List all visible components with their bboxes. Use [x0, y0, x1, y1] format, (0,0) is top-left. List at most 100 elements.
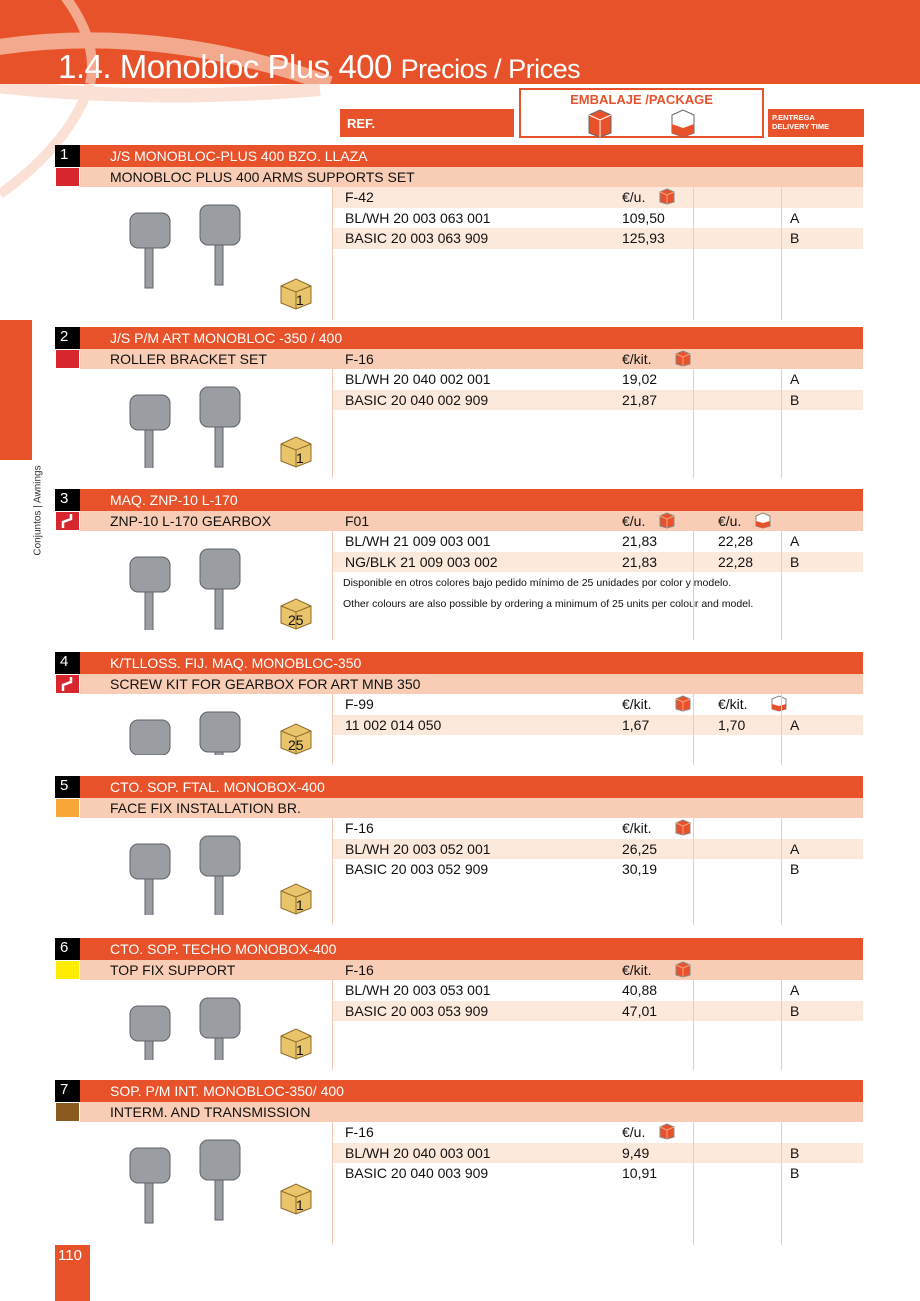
cell-d: B — [790, 553, 800, 570]
package-quantity: 1 — [296, 1042, 304, 1058]
section-number: 3 — [55, 489, 80, 511]
cell-ref: BL/WH 20 040 002 001 — [345, 371, 491, 387]
cell-p1: 47,01 — [622, 1002, 658, 1019]
cell-p1: 109,50 — [622, 209, 665, 226]
column-divider — [693, 187, 694, 320]
table-row: BL/WH 20 003 052 001 26,25 A — [332, 838, 863, 859]
color-swatch — [55, 798, 80, 818]
availability-note: Disponible en otros colores bajo pedido … — [343, 577, 732, 589]
column-divider — [781, 531, 782, 640]
table-row: BL/WH 20 003 053 001 40,88 A — [332, 980, 863, 1001]
cell-d: B — [790, 1144, 800, 1161]
section-title: CTO. SOP. TECHO MONOBOX-400 — [80, 938, 863, 960]
section-subtitle: INTERM. AND TRANSMISSION — [110, 1104, 311, 1120]
table-row: BASIC 20 003 053 909 47,01 B — [332, 1000, 863, 1021]
cell-p1: €/u. — [622, 513, 646, 529]
cell-d: B — [790, 1002, 800, 1019]
product-image — [100, 824, 280, 920]
section-subtitle: ZNP-10 L-170 GEARBOX — [110, 513, 272, 529]
section-number: 4 — [55, 652, 80, 674]
box-closed-icon — [588, 109, 612, 137]
box-closed-icon — [280, 1183, 312, 1215]
table-row: BASIC 20 003 052 909 30,19 B — [332, 859, 863, 880]
cell-p1: 21,83 — [622, 553, 658, 570]
cell-p1: 1,67 — [622, 716, 650, 733]
cell-ref: BASIC 20 040 002 909 — [345, 391, 489, 408]
cell-ref: BASIC 20 003 063 909 — [345, 230, 489, 246]
cell-d: A — [790, 533, 800, 549]
table-row: BL/WH 20 003 063 001 109,50 A — [332, 208, 863, 229]
cell-ref: F-42 — [345, 189, 374, 205]
section-subtitle: MONOBLOC PLUS 400 ARMS SUPPORTS SET — [110, 169, 415, 185]
cell-ref: BASIC 20 003 052 909 — [345, 861, 489, 877]
column-divider — [781, 818, 782, 925]
package-quantity: 25 — [288, 737, 304, 753]
table-row: BASIC 20 040 003 909 10,91 B — [332, 1163, 863, 1184]
cell-p1: 125,93 — [622, 230, 665, 246]
cell-p1: 26,25 — [622, 840, 658, 857]
table-row: BASIC 20 040 002 909 21,87 B — [332, 389, 863, 410]
color-swatch — [55, 960, 80, 980]
box-closed-icon — [675, 961, 691, 978]
box-open-icon — [671, 109, 695, 137]
package-quantity: 1 — [296, 1197, 304, 1213]
decorative-swoosh — [0, 84, 321, 199]
cell-p2: 22,28 — [718, 553, 754, 570]
section-subtitle: FACE FIX INSTALLATION BR. — [110, 800, 301, 816]
section-subtitle-row: MONOBLOC PLUS 400 ARMS SUPPORTS SET — [80, 167, 863, 187]
cell-p2: €/kit. — [718, 696, 748, 712]
column-divider — [693, 818, 694, 925]
subtitle-ref-cells: F01 €/u. €/u. — [332, 511, 863, 531]
column-divider — [332, 531, 333, 640]
table-row: BL/WH 20 040 003 001 9,49 B — [332, 1142, 863, 1163]
box-closed-icon — [280, 1028, 312, 1060]
package-quantity-box: 1 — [280, 278, 312, 310]
subtitle-ref-cells — [332, 1102, 863, 1122]
cell-ref: NG/BLK 21 009 003 002 — [345, 553, 498, 570]
cell-p1: 10,91 — [622, 1165, 658, 1181]
package-quantity-box: 1 — [280, 1183, 312, 1215]
column-divider — [781, 980, 782, 1070]
box-closed-icon — [659, 1123, 675, 1140]
column-divider — [332, 694, 333, 765]
table-row: F-16 €/kit. — [332, 818, 863, 839]
product-image — [100, 193, 280, 310]
section-title: CTO. SOP. FTAL. MONOBOX-400 — [80, 776, 863, 798]
column-divider — [781, 1122, 782, 1245]
box-closed-icon — [280, 436, 312, 468]
column-divider — [332, 980, 333, 1070]
cell-ref: BASIC 20 040 003 909 — [345, 1165, 489, 1181]
package-quantity-box: 1 — [280, 1028, 312, 1060]
cell-d: B — [790, 391, 800, 408]
package-quantity-box: 25 — [280, 723, 312, 755]
section-number: 6 — [55, 938, 80, 960]
cell-ref: F01 — [345, 513, 370, 529]
cell-d: A — [790, 371, 800, 387]
column-divider — [693, 694, 694, 765]
page-title: 1.4. Monobloc Plus 400 Precios / Prices — [58, 48, 581, 85]
column-divider — [781, 187, 782, 320]
delivery-column-header: P.ENTREGA DELIVERY TIME — [768, 109, 864, 137]
cell-ref: F-16 — [345, 820, 374, 836]
cell-ref: F-16 — [345, 962, 374, 978]
cell-ref: BL/WH 20 003 063 001 — [345, 209, 491, 226]
package-quantity: 1 — [296, 450, 304, 466]
table-row: 11 002 014 050 1,67 1,70 A — [332, 714, 863, 735]
column-divider — [332, 818, 333, 925]
column-divider — [693, 980, 694, 1070]
side-tab — [0, 320, 32, 460]
product-image — [100, 700, 280, 796]
cell-p1: 30,19 — [622, 861, 658, 877]
section-title: SOP. P/M INT. MONOBLOC-350/ 400 — [80, 1080, 863, 1102]
table-row: BL/WH 20 040 002 001 19,02 A — [332, 369, 863, 390]
package-column-header: EMBALAJE /PACKAGE — [519, 88, 764, 138]
color-swatch — [55, 167, 80, 187]
ref-column-header: REF. — [340, 109, 514, 137]
column-divider — [693, 1122, 694, 1245]
section-subtitle-row: ROLLER BRACKET SET F-16 €/kit. — [80, 349, 863, 369]
cell-d: B — [790, 861, 800, 877]
color-swatch — [55, 511, 80, 531]
table-row: NG/BLK 21 009 003 002 21,83 22,28 B — [332, 551, 863, 572]
cell-d: B — [790, 1165, 800, 1181]
table-row: F-99 €/kit. €/kit. — [332, 694, 863, 715]
